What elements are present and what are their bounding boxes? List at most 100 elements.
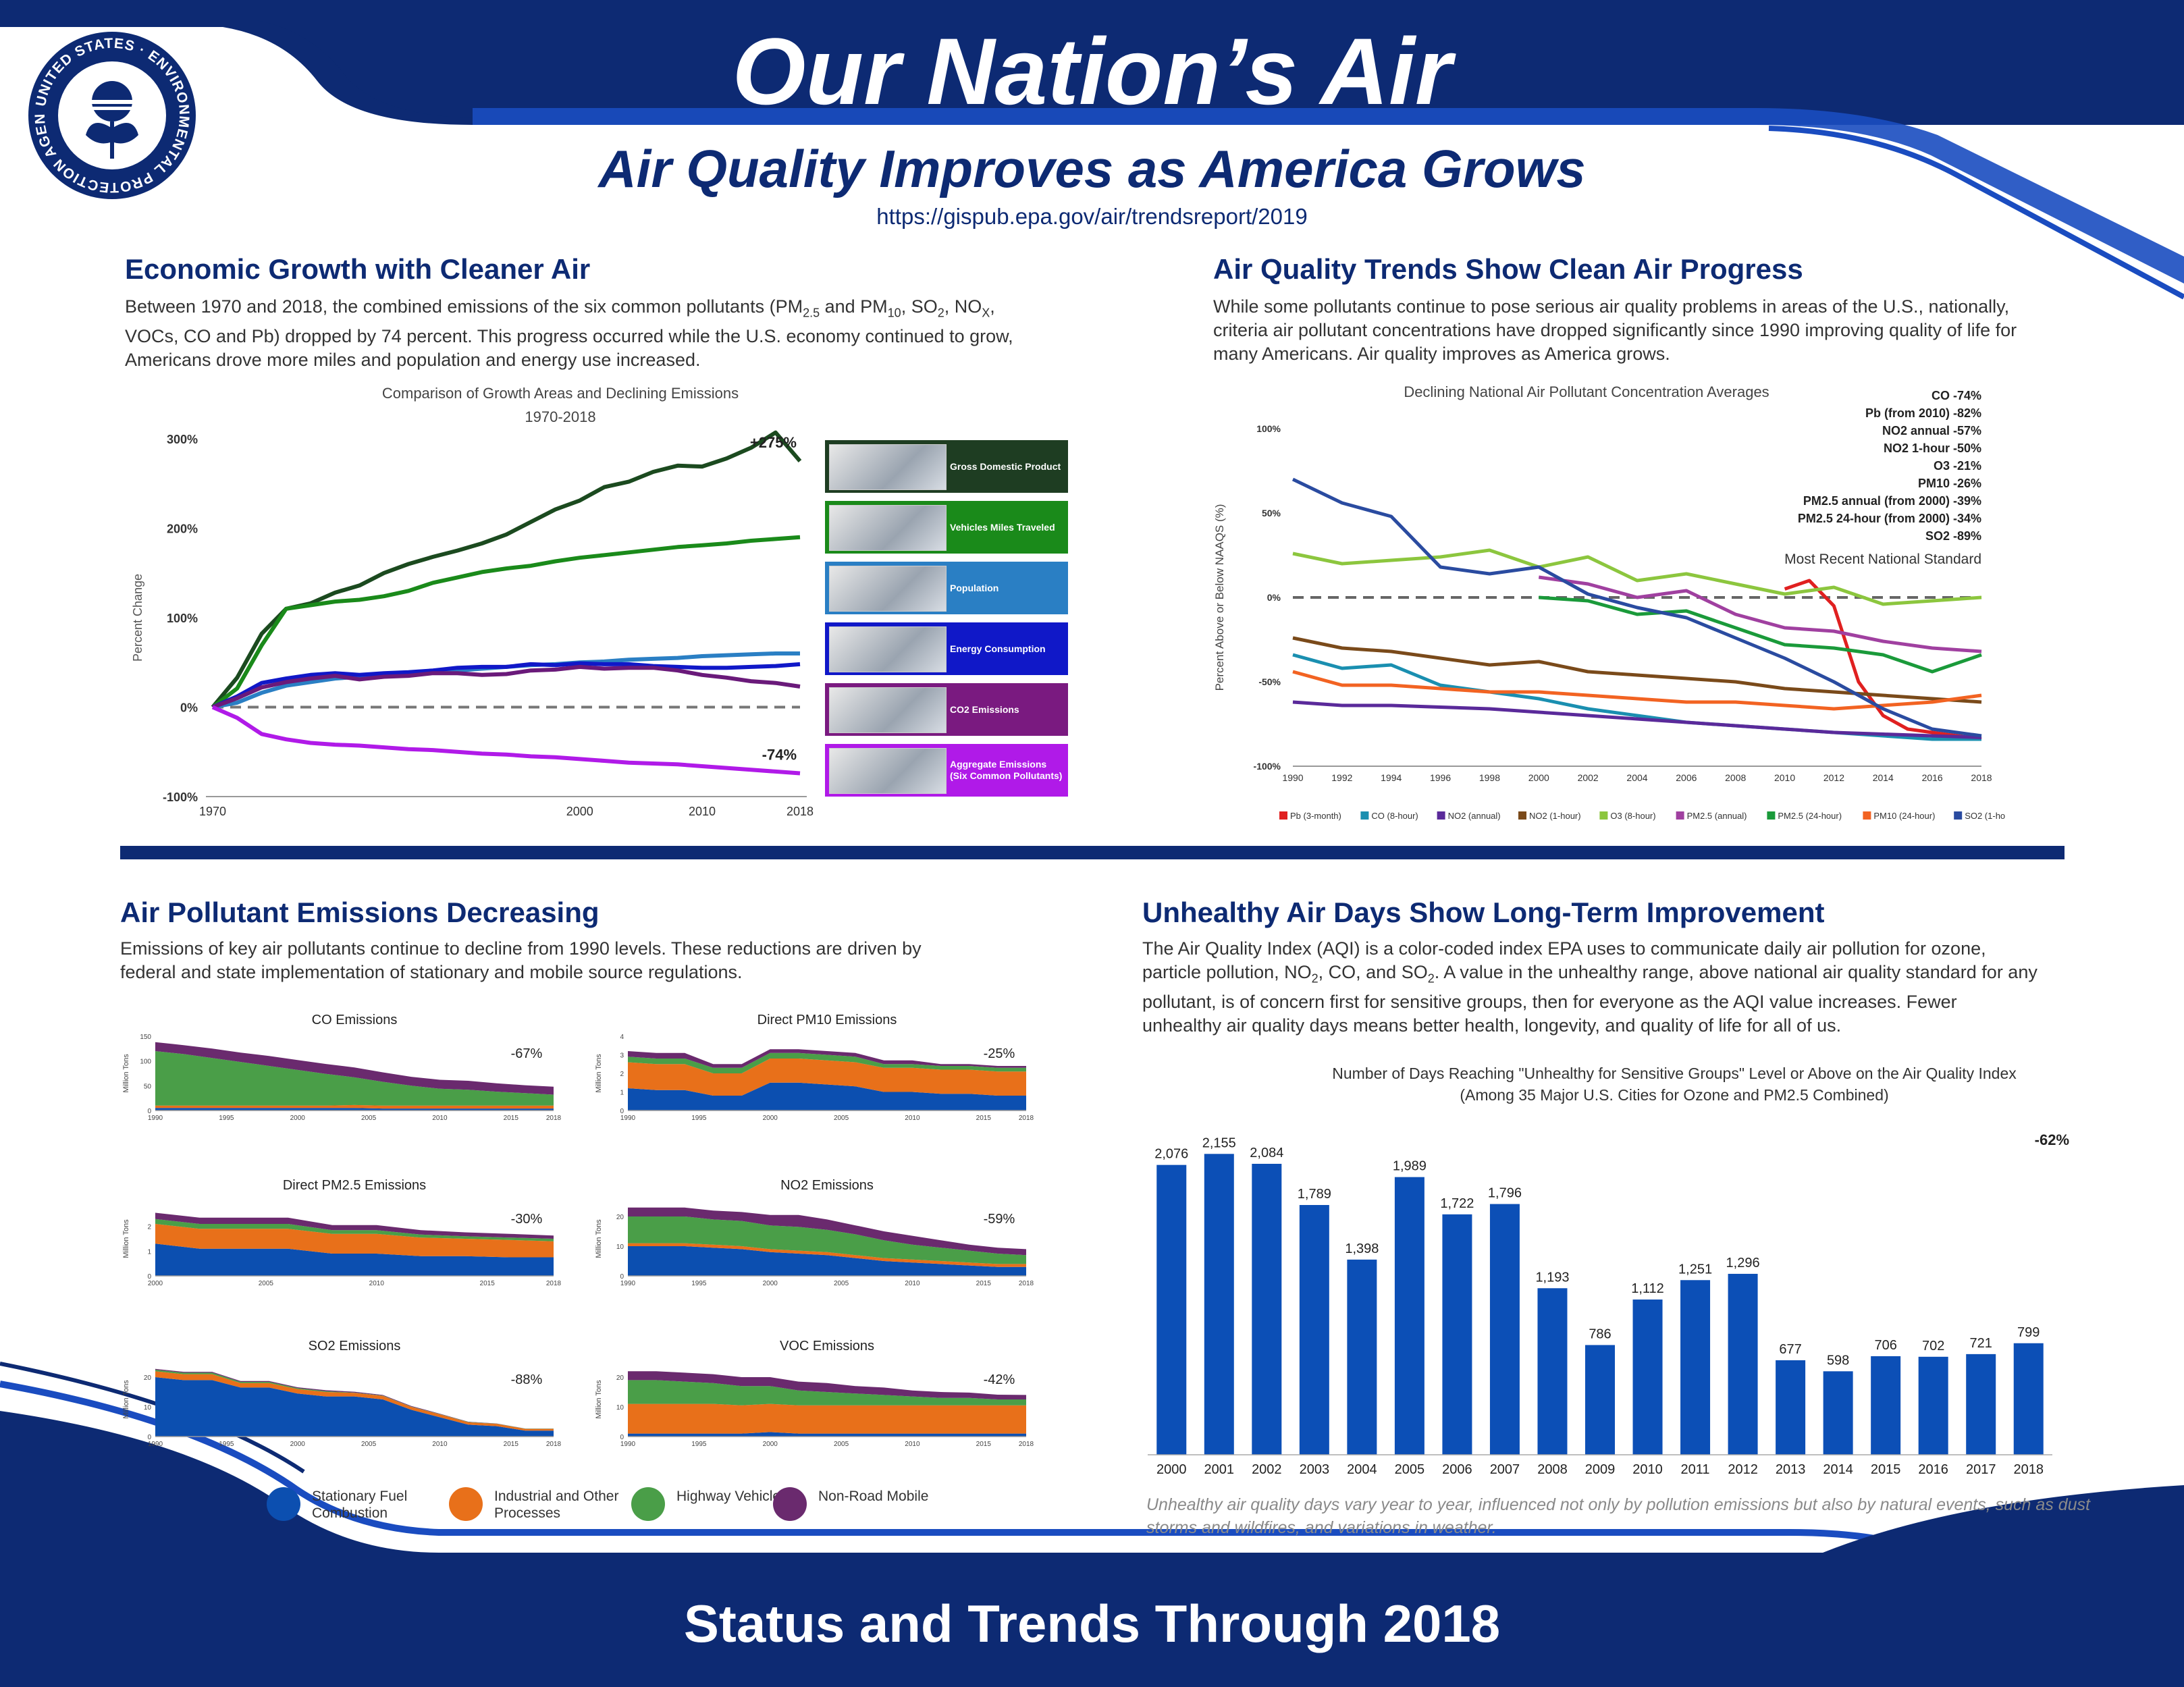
trends-line-chart: 100% 50% 0% -50% -100%1990 1992 1994 1996 1998 20… — [1213, 389, 2005, 821]
growth-legend-item: Population — [825, 562, 1068, 614]
bar — [1394, 1177, 1424, 1455]
growth-legend-item: Aggregate Emissions (Six Common Pollutan… — [825, 744, 1068, 797]
growth-chart-title: Comparison of Growth Areas and Declining… — [381, 385, 739, 402]
y-tick-label: 20 — [144, 1374, 152, 1382]
series-line — [211, 535, 801, 709]
y-axis-label: Million Tons — [122, 1054, 130, 1093]
x-tick-label: 2002 — [1252, 1462, 1282, 1477]
growth-line-chart: 300% 200% 100% 0% -100%1970 2000 2010 2018 Perce… — [131, 430, 814, 818]
legend-label: Pb (3-month) — [1290, 811, 1341, 821]
percent-change-annotation: -62% — [2035, 1131, 2069, 1148]
legend-label: SO2 (1-hour) — [1965, 811, 2005, 821]
bar — [1680, 1280, 1711, 1455]
x-tick-label: 2004 — [1626, 772, 1647, 783]
x-tick-label: 2005 — [361, 1115, 377, 1122]
x-tick-label: 1990 — [148, 1115, 163, 1122]
percent-change-annotation: -59% — [984, 1212, 1015, 1227]
legend-swatch — [1518, 811, 1526, 820]
x-tick-label: 2005 — [834, 1115, 849, 1122]
y-tick-label: 1 — [620, 1090, 624, 1097]
percent-change-annotation: -30% — [511, 1212, 543, 1227]
area-series — [628, 1059, 1026, 1096]
y-tick-label: 0 — [147, 1108, 151, 1115]
area-series — [628, 1207, 1026, 1256]
x-tick-label: 2014 — [1873, 772, 1894, 783]
aqi-heading: Unhealthy Air Days Show Long-Term Improv… — [1142, 896, 1825, 928]
y-tick-label: 4 — [620, 1034, 624, 1041]
bar-value-label: 1,398 — [1345, 1241, 1379, 1256]
x-tick-label: 2005 — [1395, 1462, 1425, 1477]
x-tick-label: 2000 — [763, 1280, 778, 1287]
legend-label: Gross Domestic Product — [950, 460, 1061, 472]
x-tick-label: 2000 — [1528, 772, 1549, 783]
series-line — [211, 661, 801, 709]
x-tick-label: 1995 — [691, 1115, 707, 1122]
series-line — [1292, 670, 1982, 711]
bar-value-label: 677 — [1779, 1342, 1801, 1357]
x-tick-label: 2015 — [976, 1115, 992, 1122]
x-tick-label: 2015 — [976, 1441, 992, 1448]
x-tick-label: 2006 — [1442, 1462, 1472, 1477]
x-tick-label: 2004 — [1347, 1462, 1377, 1477]
series-line — [1292, 700, 1982, 739]
change-annotation: PM2.5 24-hour (from 2000) -34% — [1798, 512, 1981, 525]
x-tick-label: 2010 — [369, 1280, 385, 1287]
chart-title: SO2 Emissions — [309, 1339, 401, 1354]
x-tick-label: 2010 — [1774, 772, 1795, 783]
legend-thumbnail-image — [829, 444, 947, 490]
growth-heading: Economic Growth with Cleaner Air — [125, 253, 591, 285]
x-tick-label: 2000 — [763, 1115, 778, 1122]
x-tick-label: 2005 — [259, 1280, 274, 1287]
bar-value-label: 721 — [1970, 1336, 1992, 1351]
x-tick-label: 2010 — [1632, 1462, 1663, 1477]
legend-label: PM10 (24-hour) — [1873, 811, 1935, 821]
trends-heading: Air Quality Trends Show Clean Air Progre… — [1213, 253, 1803, 285]
x-tick-label: 1992 — [1331, 772, 1352, 783]
x-tick-label: 2015 — [976, 1280, 992, 1287]
x-tick-label: 1970 — [199, 805, 226, 818]
y-tick-label: 10 — [144, 1404, 152, 1412]
chart-title: VOC Emissions — [780, 1339, 874, 1354]
legend-thumbnail-image — [829, 566, 947, 612]
x-tick-label: 1990 — [620, 1280, 636, 1287]
legend-label: Population — [950, 582, 999, 593]
x-tick-label: 1994 — [1381, 772, 1402, 783]
y-tick-label: 300% — [167, 433, 198, 446]
legend-swatch — [1279, 811, 1287, 820]
bar — [1204, 1154, 1234, 1455]
legend-label: O3 (8-hour) — [1610, 811, 1655, 821]
bar-value-label: 598 — [1827, 1353, 1849, 1368]
area-series — [628, 1403, 1026, 1434]
area-series — [155, 1051, 554, 1106]
series-line — [1538, 575, 1982, 653]
y-tick-label: 100% — [167, 612, 198, 625]
x-tick-label: 2008 — [1725, 772, 1746, 783]
change-annotation: PM2.5 annual (from 2000) -39% — [1803, 494, 1981, 508]
bar — [1489, 1204, 1520, 1455]
y-tick-label: 0 — [620, 1108, 624, 1115]
report-url-link[interactable]: https://gispub.epa.gov/air/trendsreport/… — [876, 204, 1308, 229]
growth-legend-item: Vehicles Miles Traveled — [825, 501, 1068, 554]
x-tick-label: 1990 — [148, 1441, 163, 1448]
legend-swatch — [631, 1487, 665, 1521]
bar-value-label: 786 — [1589, 1327, 1611, 1341]
x-tick-label: 2012 — [1823, 772, 1844, 783]
series-line — [211, 705, 801, 776]
x-tick-label: 2000 — [763, 1441, 778, 1448]
growth-chart-subtitle: 1970-2018 — [525, 408, 596, 425]
y-tick-label: -100% — [163, 791, 198, 804]
bar — [1442, 1214, 1472, 1455]
bar — [1823, 1371, 1853, 1455]
bar — [1585, 1345, 1615, 1455]
bar-value-label: 1,112 — [1631, 1281, 1664, 1296]
y-tick-label: 2 — [620, 1071, 624, 1078]
area-series — [628, 1082, 1026, 1110]
x-tick-label: 2010 — [432, 1441, 448, 1448]
change-annotation: NO2 annual -57% — [1882, 424, 1981, 437]
y-axis-label: Million Tons — [595, 1219, 603, 1258]
y-tick-label: 1 — [147, 1248, 151, 1256]
